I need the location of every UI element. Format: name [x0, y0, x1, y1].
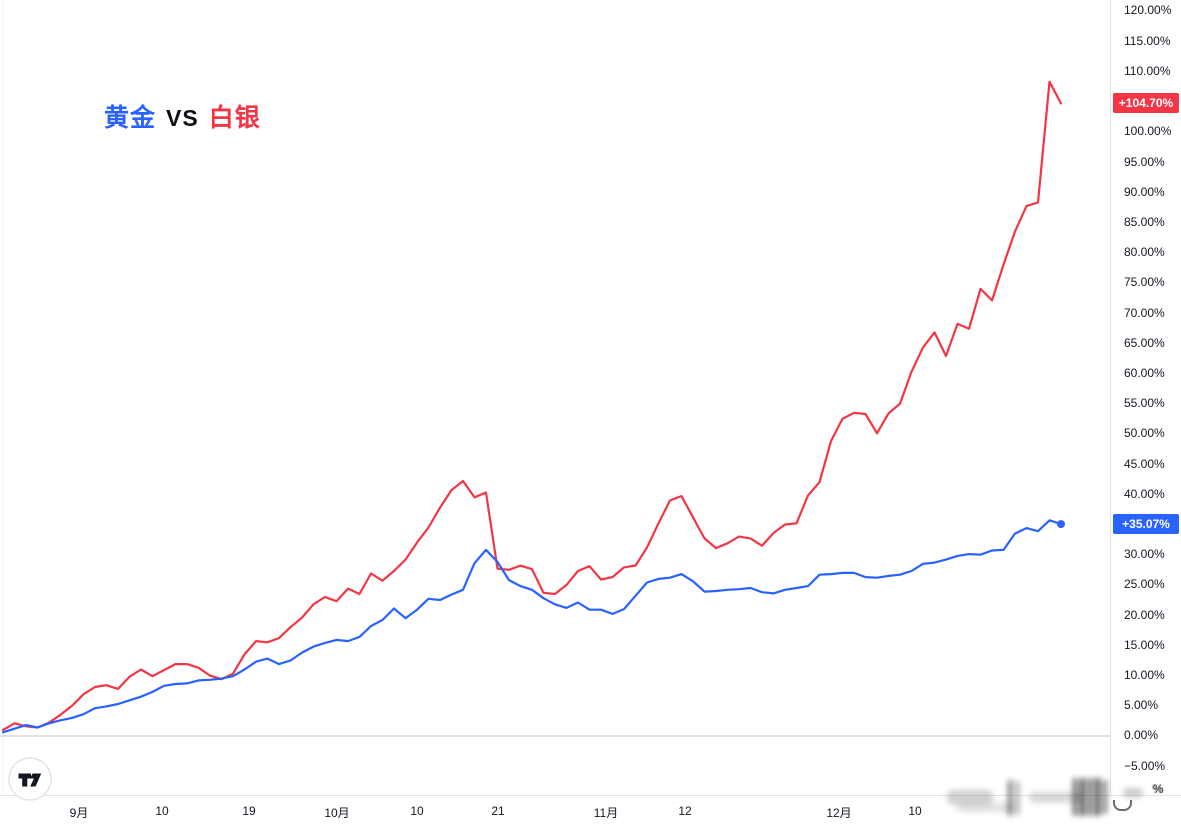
gold-series-label: 黄金 [104, 104, 157, 132]
price-chart-pane[interactable]: 黄金 VS 白银 [0, 0, 1110, 801]
tradingview-logo-icon [8, 757, 52, 801]
y-tick-label: 85.00% [1124, 214, 1165, 229]
y-tick-label: −5.00% [1124, 758, 1166, 773]
x-tick-label: 11月 [593, 806, 619, 820]
vs-label: VS [166, 105, 199, 131]
y-tick-label: 10.00% [1124, 668, 1165, 683]
last-price-dot [1057, 520, 1065, 529]
x-tick-label: 9月 [69, 806, 89, 820]
x-tick-label: 10月 [324, 806, 350, 820]
y-tick-label: 60.00% [1124, 365, 1165, 380]
gold-price-badge: +35.07% [1113, 514, 1179, 535]
y-tick-label: 80.00% [1124, 245, 1165, 260]
y-tick-label: 30.00% [1124, 547, 1165, 562]
y-tick-label: 50.00% [1124, 426, 1165, 441]
chart-title: 黄金 VS 白银 [104, 98, 261, 134]
x-tick-label: 10 [410, 804, 424, 818]
x-tick-label: 21 [491, 804, 505, 818]
y-tick-label: 5.00% [1124, 698, 1159, 713]
y-tick-label: 40.00% [1124, 486, 1165, 501]
y-tick-label: 15.00% [1124, 637, 1165, 652]
y-tick-label: 100.00% [1124, 124, 1172, 139]
y-tick-label: 55.00% [1124, 396, 1165, 411]
x-tick-label: 12月 [826, 806, 852, 820]
time-axis[interactable]: 9月 10 19 10月 10 21 11月 12 12月 10 [0, 795, 1181, 830]
y-tick-label: 95.00% [1124, 154, 1165, 169]
x-tick-label: 10 [155, 804, 169, 818]
y-tick-label: 115.00% [1124, 33, 1171, 48]
silver-price-badge: +104.70% [1113, 93, 1179, 114]
x-tick-label: 10 [908, 804, 922, 818]
tradingview-logo[interactable] [8, 757, 52, 801]
y-tick-label: 110.00% [1124, 63, 1171, 78]
y-tick-label: 90.00% [1124, 184, 1165, 199]
y-tick-label: 25.00% [1124, 577, 1165, 592]
y-tick-label: 20.00% [1124, 607, 1165, 622]
y-tick-label: 65.00% [1124, 335, 1165, 350]
y-tick-label: 75.00% [1124, 275, 1165, 290]
percent-unit-label[interactable]: % [1153, 782, 1164, 796]
price-plot-svg[interactable] [0, 0, 1110, 795]
y-tick-label: 70.00% [1124, 305, 1165, 320]
y-tick-label: 0.00% [1124, 728, 1159, 743]
y-tick-label: 45.00% [1124, 456, 1165, 471]
y-tick-label: 120.00% [1124, 3, 1172, 18]
silver-series-label: 白银 [208, 104, 261, 132]
price-line-silver [1, 80, 1063, 732]
price-line-gold [1, 519, 1063, 734]
x-tick-label: 19 [242, 804, 256, 818]
price-axis[interactable]: +104.70% +35.07% % 120.00% 115.00% 110.00%… [1110, 0, 1181, 830]
x-tick-label: 12 [678, 804, 692, 818]
